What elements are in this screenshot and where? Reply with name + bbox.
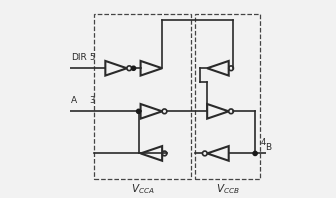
Text: $V_{CCA}$: $V_{CCA}$ xyxy=(131,182,155,196)
Text: DIR: DIR xyxy=(71,53,87,62)
Circle shape xyxy=(132,66,135,70)
Text: 5: 5 xyxy=(89,53,94,62)
Text: $V_{CCB}$: $V_{CCB}$ xyxy=(216,182,240,196)
Circle shape xyxy=(253,151,257,155)
Bar xyxy=(196,14,260,179)
Text: B: B xyxy=(265,143,271,152)
Text: 4: 4 xyxy=(261,138,266,147)
Text: 3: 3 xyxy=(89,96,94,105)
Circle shape xyxy=(137,109,140,113)
Text: A: A xyxy=(71,96,77,105)
Bar xyxy=(94,14,192,179)
